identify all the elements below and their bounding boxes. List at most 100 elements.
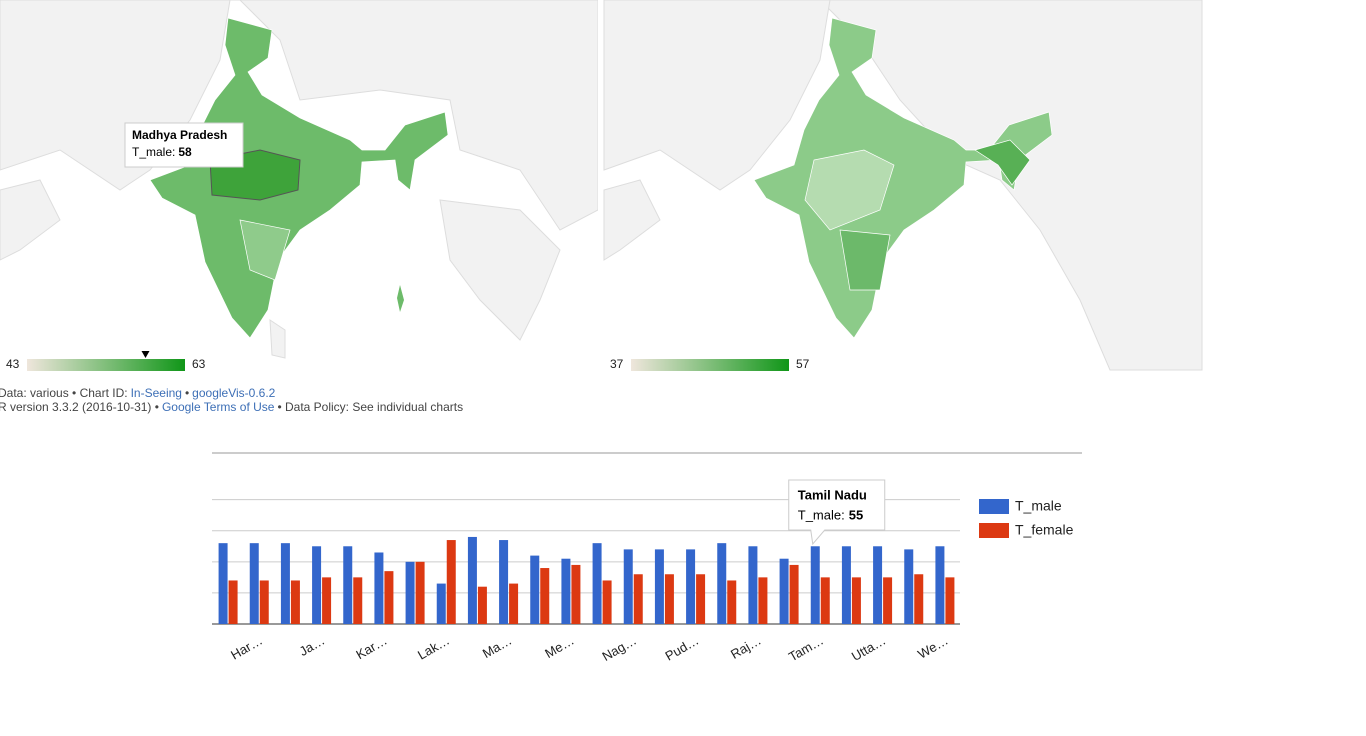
bar: [249, 543, 259, 624]
x-tick-label: Har…: [228, 633, 265, 663]
bar: [384, 571, 394, 624]
x-tick-label: Pud…: [663, 633, 702, 664]
bar: [592, 543, 602, 624]
x-tick-label: Utta…: [849, 633, 888, 664]
bar: [758, 577, 768, 624]
bar: [779, 558, 789, 624]
x-tick-label: Tam…: [786, 633, 826, 665]
bar: [696, 574, 706, 624]
bar: [873, 546, 883, 624]
legend-min: 37: [610, 357, 624, 371]
land: [0, 0, 231, 191]
bar: [602, 580, 612, 624]
bar: [904, 549, 914, 624]
bar: [259, 580, 269, 624]
bar: [446, 540, 456, 624]
bar: [820, 577, 830, 624]
bar: [654, 549, 664, 624]
tooltip-label: T_male:: [798, 507, 845, 522]
x-tick-label: Me…: [542, 633, 576, 662]
bar: [374, 552, 384, 624]
land: [603, 179, 661, 261]
bar: [322, 577, 332, 624]
footer-line: Data: various • Chart ID: In-Seeing • googl…: [0, 386, 466, 400]
legend-swatch: [979, 499, 1009, 514]
footer-text: R version 3.3.2 (2016-10-31) •: [0, 400, 159, 414]
bar: [748, 546, 758, 624]
bar: [415, 561, 425, 624]
bar: [851, 577, 861, 624]
bar: [914, 574, 924, 624]
bar: [717, 543, 727, 624]
land: [603, 0, 831, 191]
footer: Data: various • Chart ID: In-Seeing • googl…: [0, 386, 466, 414]
bar: [571, 564, 581, 624]
bar: [633, 574, 643, 624]
x-tick-label: Lak…: [415, 633, 452, 663]
region: [804, 149, 895, 231]
footer-link[interactable]: Google Terms of Use: [161, 400, 275, 414]
bar: [218, 543, 228, 624]
bar: [405, 561, 415, 624]
bar: [353, 577, 363, 624]
bar: [686, 549, 696, 624]
separator: [598, 0, 604, 370]
footer-text: Data: various • Chart ID:: [0, 386, 128, 400]
footer-text: •: [184, 386, 190, 400]
bar: [530, 555, 540, 624]
bar: [467, 536, 477, 624]
bar: [343, 546, 353, 624]
bar: [499, 540, 509, 624]
bar: [561, 558, 571, 624]
bar: [623, 549, 633, 624]
bar: [509, 583, 519, 624]
tooltip-title: Tamil Nadu: [798, 487, 867, 502]
color-ramp: [631, 359, 789, 371]
tooltip-label: T_male:: [132, 145, 175, 159]
color-ramp: [27, 359, 185, 371]
india: [753, 17, 1053, 339]
legend-swatch: [979, 523, 1009, 538]
legend-marker: [141, 351, 150, 358]
legend-label: T_male: [1015, 498, 1062, 514]
bar: [883, 577, 893, 624]
bar: [727, 580, 737, 624]
bar: [841, 546, 851, 624]
legend-min: 43: [6, 357, 20, 371]
x-tick-label: Raj…: [728, 633, 764, 662]
x-tick-label: Nag…: [600, 633, 639, 664]
region: [239, 219, 291, 281]
legend-max: 63: [192, 357, 206, 371]
bar: [436, 583, 446, 624]
bar: [477, 586, 487, 624]
land: [0, 179, 61, 261]
legend-label: T_female: [1015, 522, 1074, 538]
footer-text: • Data Policy: See individual charts: [277, 400, 464, 414]
bar: [280, 543, 290, 624]
x-tick-label: We…: [915, 633, 950, 662]
footer-link[interactable]: In-Seeing: [130, 386, 182, 400]
tooltip-value: 58: [178, 145, 192, 159]
land: [269, 319, 286, 359]
x-tick-label: Ma…: [480, 633, 514, 662]
bar: [935, 546, 945, 624]
region: [974, 139, 1031, 186]
tooltip-box: [124, 122, 244, 168]
tooltip-title: Madhya Pradesh: [132, 128, 227, 142]
bar: [228, 580, 238, 624]
region: [839, 229, 891, 291]
bar: [789, 564, 799, 624]
footer-link[interactable]: googleVis-0.6.2: [192, 386, 276, 400]
x-tick-label: Kar…: [353, 633, 389, 663]
map-right: [603, 0, 1203, 371]
legend-max: 57: [796, 357, 810, 371]
tooltip-value: 55: [849, 507, 863, 522]
x-tick-label: Ja…: [297, 633, 328, 659]
islands: [397, 285, 404, 312]
bar: [664, 574, 674, 624]
map-left: [0, 0, 599, 370]
bar: [810, 546, 820, 624]
land: [439, 199, 561, 341]
